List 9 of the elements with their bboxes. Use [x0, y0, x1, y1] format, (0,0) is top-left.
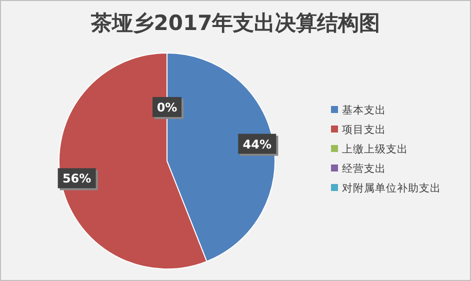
data-label: 44% — [242, 137, 272, 152]
legend-label: 基本支出 — [342, 104, 386, 116]
chart-title: 茶垭乡2017年支出决算结构图 — [90, 11, 380, 35]
legend-label: 经营支出 — [342, 162, 386, 175]
data-label: 56% — [62, 172, 92, 186]
legend-label: 对附属单位补助支出 — [342, 182, 441, 194]
text: 0% — [156, 100, 178, 114]
legend-label: 项目支出 — [342, 123, 386, 136]
legend-label: 上缴上级支出 — [342, 142, 408, 156]
